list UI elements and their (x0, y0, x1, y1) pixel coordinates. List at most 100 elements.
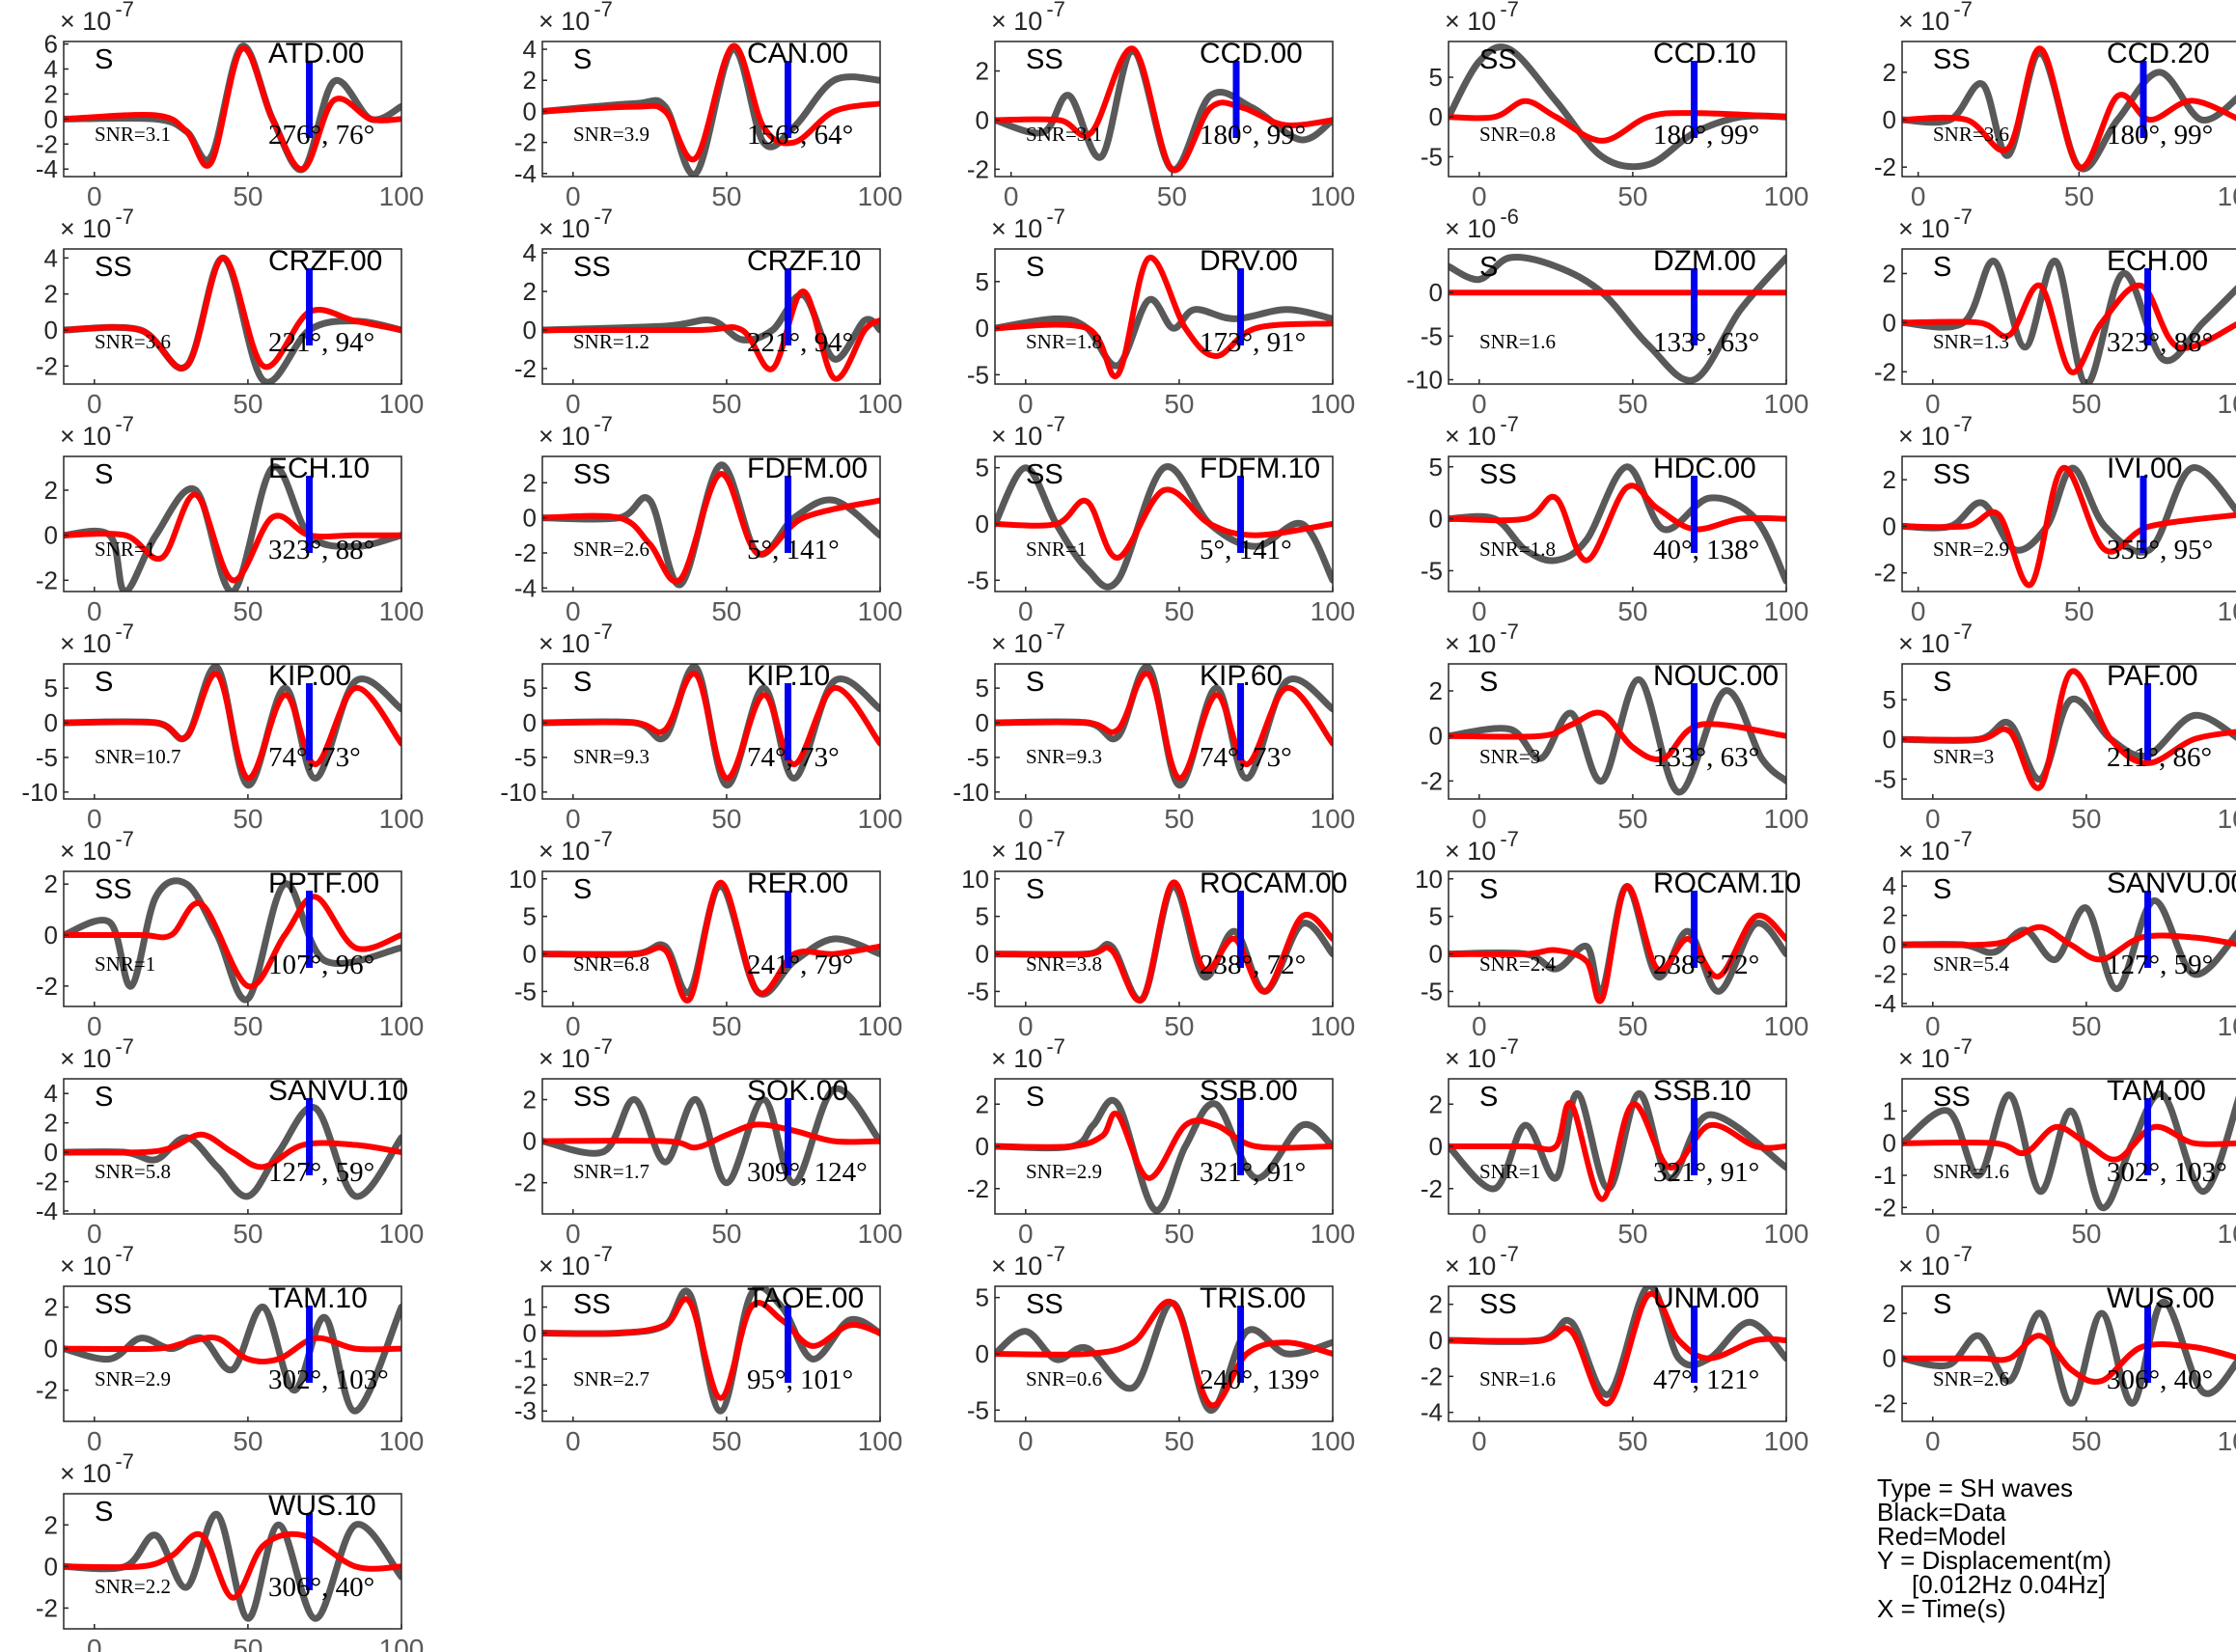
x-tick-label: 50 (233, 389, 262, 419)
y-tick-label: -5 (967, 977, 989, 1005)
phase-label: S (573, 667, 592, 698)
snr-label: SNR=1.2 (573, 330, 649, 353)
x-tick-label: 0 (87, 804, 102, 834)
snr-label: SNR=1.6 (1479, 330, 1556, 353)
y-tick-label: -5 (967, 565, 989, 594)
axes-box (1448, 248, 1787, 385)
x-tick-label: 0 (1472, 389, 1487, 419)
y-tick-label: 2 (1883, 58, 1896, 87)
y-tick-label: 0 (44, 1138, 58, 1167)
model-trace (995, 671, 1333, 782)
x-tick-label: 100 (1311, 1426, 1356, 1456)
y-tick-label: 5 (1429, 63, 1443, 92)
x-tick-label: 50 (1164, 596, 1194, 626)
y-tick-label: 0 (523, 940, 537, 969)
station-label: SANVU.10 (268, 1075, 408, 1107)
azimuth-label: 238°, 72° (1200, 950, 1306, 980)
y-tick-label: -2 (36, 351, 58, 380)
axes-box (1448, 455, 1787, 592)
x-tick-label: 50 (1164, 1426, 1194, 1456)
y-tick-label: 0 (1429, 1326, 1443, 1355)
y-tick-label: 0 (976, 708, 989, 737)
x-tick-label: 0 (1925, 1011, 1941, 1041)
y-tick-label: -4 (36, 154, 58, 183)
x-tick-label: 50 (1617, 1426, 1647, 1456)
model-trace (1902, 923, 2236, 963)
x-tick-label: 100 (379, 389, 425, 419)
phase-label: S (1479, 667, 1498, 698)
x-tick-label: 0 (566, 1219, 581, 1249)
y-tick-label: 4 (1883, 871, 1896, 900)
x-tick-label: 50 (2071, 1219, 2101, 1249)
axes-box (1901, 455, 2236, 592)
snr-label: SNR=1.7 (573, 1160, 649, 1183)
snr-label: SNR=3.6 (1933, 123, 2009, 146)
station-label: ROCAM.10 (1653, 867, 1801, 899)
y-tick-label: 2 (1883, 1299, 1896, 1328)
y-tick-label: 4 (44, 243, 58, 272)
x-tick-label: 50 (2071, 1011, 2101, 1041)
snr-label: SNR=1 (95, 537, 155, 561)
x-tick-label: 100 (1764, 1011, 1809, 1041)
snr-label: SNR=3.9 (573, 123, 649, 146)
phase-label: SS (573, 459, 611, 490)
station-label: CCD.20 (2107, 38, 2210, 69)
x-tick-label: 50 (233, 804, 262, 834)
azimuth-label: 180°, 99° (2107, 120, 2213, 151)
x-tick-label: 50 (2064, 181, 2094, 211)
x-tick-label: 50 (1164, 389, 1194, 419)
axes-box (1448, 1285, 1787, 1422)
axes-box (994, 870, 1334, 1007)
data-trace (542, 291, 880, 363)
model-trace (1902, 1123, 2236, 1163)
station-label: ATD.00 (268, 38, 364, 69)
snr-label: SNR=0.8 (1479, 123, 1556, 146)
y-tick-label: -2 (514, 1370, 537, 1399)
phase-label: S (95, 44, 113, 75)
y-tick-label: 2 (1429, 1290, 1443, 1319)
x-tick-label: 100 (379, 804, 425, 834)
y-tick-label: 2 (523, 1086, 537, 1115)
x-tick-label: 50 (711, 1426, 741, 1456)
y-tick-label: 2 (44, 1510, 58, 1539)
y-tick-label: -5 (1421, 977, 1443, 1005)
azimuth-label: 74°, 73° (747, 742, 840, 773)
phase-label: S (1933, 667, 1951, 698)
station-label: FDFM.00 (747, 453, 868, 484)
snr-label: SNR=6.8 (573, 952, 649, 976)
y-tick-label: 0 (44, 1335, 58, 1363)
x-tick-label: 100 (379, 1634, 425, 1652)
axes-box (1901, 1285, 2236, 1422)
snr-label: SNR=5.4 (1933, 952, 2009, 976)
snr-label: SNR=5.8 (95, 1160, 171, 1183)
model-trace (995, 486, 1333, 561)
azimuth-label: 323°, 88° (2107, 327, 2213, 358)
model-trace (64, 255, 401, 372)
x-tick-label: 0 (1472, 1219, 1487, 1249)
snr-label: SNR=0.6 (1026, 1367, 1102, 1390)
y-tick-label: -5 (967, 360, 989, 389)
y-tick-label: 2 (44, 79, 58, 108)
azimuth-label: 5°, 141° (747, 535, 840, 565)
y-tick-label: -4 (514, 573, 537, 602)
phase-label: SS (573, 252, 611, 283)
phase-label: S (573, 874, 592, 905)
y-tick-label: 0 (976, 509, 989, 538)
axes-box (541, 455, 881, 592)
snr-label: SNR=2.9 (1026, 1160, 1102, 1183)
y-tick-label: 0 (523, 316, 537, 344)
data-trace (64, 1304, 401, 1415)
y-tick-label: -2 (1874, 1389, 1896, 1418)
x-tick-label: 50 (233, 1219, 262, 1249)
model-trace (542, 1296, 880, 1401)
station-label: CRZF.00 (268, 245, 382, 277)
snr-label: SNR=1.6 (1933, 1160, 2009, 1183)
